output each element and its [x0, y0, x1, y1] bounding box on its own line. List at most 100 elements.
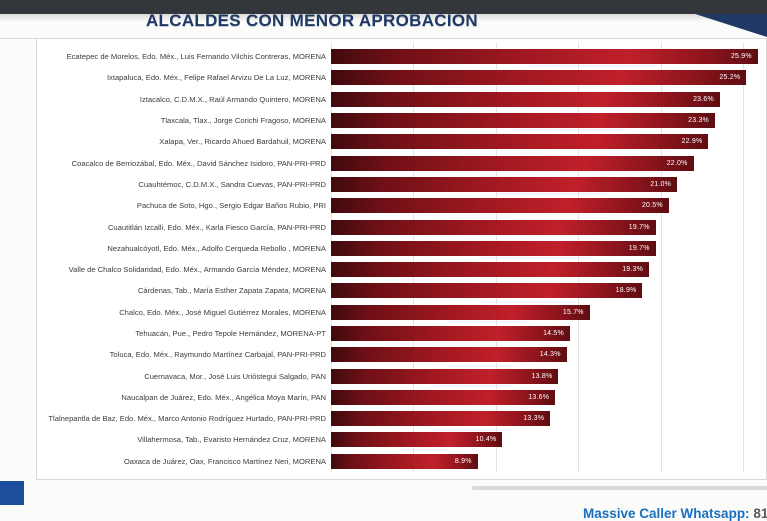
- chart-row: Pachuca de Soto, Hgo., Sergio Edgar Baño…: [37, 195, 766, 216]
- contact-number: 81: [753, 506, 767, 521]
- chart-row: Nezahualcóyotl, Edo. Méx., Adolfo Cerque…: [37, 238, 766, 259]
- bar-value-label: 22.0%: [666, 159, 688, 167]
- row-label: Cárdenas, Tab., María Esther Zapata Zapa…: [137, 286, 326, 296]
- bar-value-label: 15.7%: [562, 308, 584, 316]
- chart-gridlines: [331, 42, 751, 472]
- approval-bar-chart: Ecatepec de Morelos, Edo. Méx., Luis Fer…: [36, 38, 767, 480]
- bar-track: 21.0%: [331, 176, 766, 192]
- bar-track: 19.7%: [331, 240, 766, 256]
- chart-rows: Ecatepec de Morelos, Edo. Méx., Luis Fer…: [37, 46, 766, 472]
- row-label: Cuautitlán Izcalli, Edo. Méx., Karla Fie…: [107, 222, 326, 232]
- row-label: Cuernavaca, Mor., José Luis Urióstegui S…: [144, 371, 326, 381]
- chart-row: Cuauhtémoc, C.D.M.X., Sandra Cuevas, PAN…: [37, 174, 766, 195]
- bar-track: 13.6%: [331, 389, 766, 405]
- chart-row: Tlaxcala, Tlax., Jorge Corichi Fragoso, …: [37, 110, 766, 131]
- bar-value-label: 10.4%: [475, 436, 497, 444]
- approval-bar: 13.6%: [331, 389, 556, 405]
- approval-bar: 14.3%: [331, 347, 567, 363]
- gridline-25: [743, 42, 744, 472]
- row-label: Ixtapaluca, Edo. Méx., Felipe Rafael Arv…: [106, 73, 326, 83]
- row-label: Villahermosa, Tab., Evaristo Hernández C…: [137, 435, 326, 445]
- row-label: Valle de Chalco Solidaridad, Edo. Méx., …: [68, 265, 326, 275]
- approval-bar: 23.6%: [331, 91, 720, 107]
- gridline-15: [578, 42, 580, 472]
- row-label: Cuauhtémoc, C.D.M.X., Sandra Cuevas, PAN…: [138, 179, 326, 189]
- bar-value-label: 25.2%: [719, 74, 741, 82]
- bar-track: 22.0%: [331, 155, 766, 171]
- row-label: Xalapa, Ver., Ricardo Ahued Bardahuil, M…: [159, 137, 326, 147]
- bar-value-label: 13.6%: [528, 393, 550, 401]
- chart-row: Cuernavaca, Mor., José Luis Urióstegui S…: [37, 365, 766, 386]
- row-label: Toluca, Edo. Méx., Raymundo Martínez Car…: [109, 350, 326, 360]
- row-label: Tehuacán, Pue., Pedro Tepole Hernández, …: [135, 329, 326, 338]
- bar-value-label: 13.3%: [523, 415, 545, 423]
- approval-bar: 22.9%: [331, 134, 709, 150]
- chart-row: Iztacalco, C.D.M.X., Raúl Armando Quinte…: [37, 89, 766, 110]
- approval-bar: 19.7%: [331, 219, 656, 235]
- footer-divider-bar: [472, 486, 767, 490]
- gridline-10: [495, 42, 497, 472]
- row-label: Chalco, Edo. Méx., José Miguel Gutiérrez…: [119, 307, 326, 317]
- bar-value-label: 23.3%: [688, 117, 709, 125]
- gridline-5: [413, 42, 415, 472]
- page-title: ALCALDES CON MENOR APROBACION: [145, 11, 478, 30]
- approval-bar: 15.7%: [331, 304, 590, 320]
- approval-bar: 25.9%: [331, 49, 758, 65]
- bar-value-label: 20.5%: [641, 202, 663, 210]
- bar-track: 19.3%: [331, 262, 766, 278]
- bar-track: 23.3%: [331, 113, 766, 129]
- row-label: Iztacalco, C.D.M.X., Raúl Armando Quinte…: [139, 94, 326, 104]
- bar-track: 22.9%: [331, 134, 766, 150]
- row-label: Nezahualcóyotl, Edo. Méx., Adolfo Cerque…: [107, 243, 326, 253]
- bar-value-label: 25.9%: [730, 53, 752, 61]
- approval-bar: 18.9%: [331, 283, 643, 299]
- approval-bar: 21.0%: [331, 176, 678, 192]
- bar-value-label: 19.7%: [628, 244, 650, 252]
- bar-track: 13.3%: [331, 411, 766, 427]
- bar-value-label: 14.3%: [539, 351, 561, 359]
- chart-row: Oaxaca de Juárez, Oax, Francisco Martíne…: [37, 451, 766, 472]
- chart-row: Villahermosa, Tab., Evaristo Hernández C…: [37, 429, 766, 450]
- row-label: Naucalpan de Juárez, Edo. Méx., Angélica…: [121, 392, 326, 402]
- bar-value-label: 14.5%: [543, 330, 564, 337]
- chart-row: Chalco, Edo. Méx., José Miguel Gutiérrez…: [37, 302, 766, 323]
- bar-value-label: 21.0%: [650, 180, 672, 188]
- chart-row: Xalapa, Ver., Ricardo Ahued Bardahuil, M…: [37, 131, 766, 152]
- footer-contact: Massive Caller Whatsapp: 81: [583, 506, 767, 521]
- bar-track: 25.9%: [331, 49, 766, 65]
- bar-track: 18.9%: [331, 283, 766, 299]
- chart-row: Naucalpan de Juárez, Edo. Méx., Angélica…: [37, 387, 766, 408]
- bar-value-label: 22.9%: [681, 138, 703, 146]
- gridline-0: [331, 42, 332, 472]
- bar-value-label: 19.3%: [622, 266, 644, 274]
- chart-row: Tehuacán, Pue., Pedro Tepole Hernández, …: [37, 323, 766, 344]
- chart-row: Ixtapaluca, Edo. Méx., Felipe Rafael Arv…: [37, 67, 766, 88]
- bar-value-label: 23.6%: [693, 95, 714, 103]
- bar-track: 19.7%: [331, 219, 766, 235]
- footer-accent-square: [0, 481, 24, 505]
- bar-value-label: 18.9%: [615, 287, 637, 295]
- bar-track: 25.2%: [331, 70, 766, 86]
- bar-track: 8.9%: [331, 453, 766, 469]
- approval-bar: 14.5%: [331, 326, 570, 341]
- top-bar-shadow: [0, 14, 767, 22]
- row-label: Coacalco de Berriozábal, Edo. Méx., Davi…: [71, 158, 326, 168]
- bar-track: 23.6%: [331, 91, 766, 107]
- bar-track: 14.5%: [331, 326, 766, 341]
- chart-row: Tlalnepantla de Baz, Edo. Méx., Marco An…: [37, 408, 766, 429]
- row-label: Tlalnepantla de Baz, Edo. Méx., Marco An…: [48, 414, 326, 424]
- approval-bar: 8.9%: [331, 453, 478, 469]
- row-label: Pachuca de Soto, Hgo., Sergio Edgar Baño…: [136, 201, 326, 211]
- approval-bar: 19.3%: [331, 262, 650, 278]
- contact-label: Massive Caller Whatsapp:: [583, 506, 754, 521]
- chart-row: Ecatepec de Morelos, Edo. Méx., Luis Fer…: [37, 46, 766, 67]
- row-label: Oaxaca de Juárez, Oax, Francisco Martíne…: [123, 456, 326, 466]
- bar-value-label: 8.9%: [454, 457, 472, 465]
- approval-bar: 23.3%: [331, 113, 715, 129]
- top-header-bar: [0, 0, 767, 14]
- approval-bar: 10.4%: [331, 432, 503, 448]
- approval-bar: 22.0%: [331, 155, 694, 171]
- approval-bar: 25.2%: [331, 70, 747, 86]
- approval-bar: 20.5%: [331, 198, 669, 214]
- approval-bar: 13.8%: [331, 368, 559, 384]
